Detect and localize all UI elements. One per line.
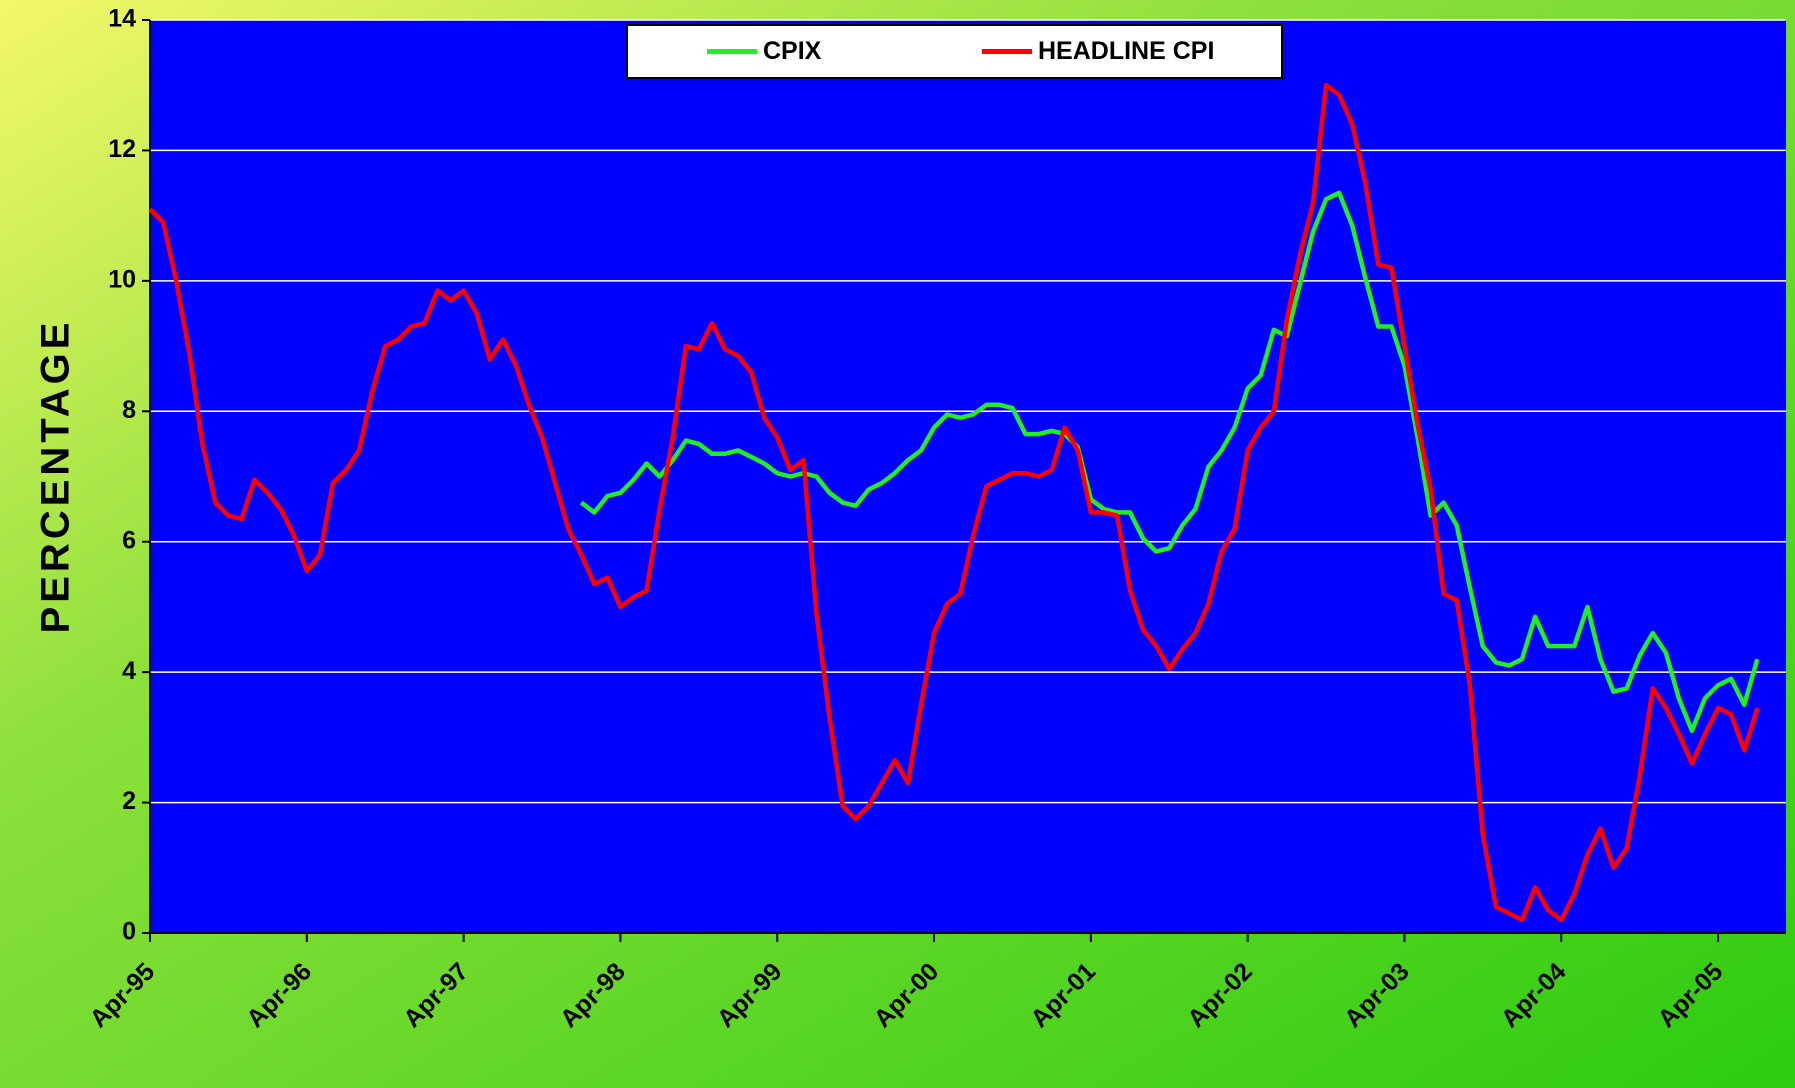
y-tick-label: 8: [122, 396, 136, 424]
series-line: [148, 82, 1760, 923]
y-tick-label: 2: [122, 787, 136, 815]
legend-label: CPIX: [763, 37, 822, 65]
y-tick-label: 10: [108, 265, 136, 293]
y-tick-label: 6: [122, 526, 136, 554]
y-tick-label: 4: [122, 657, 136, 685]
series-line: [579, 190, 1760, 734]
y-tick-label: 14: [108, 5, 136, 33]
y-tick-label: 0: [122, 918, 136, 946]
legend-label: HEADLINE CPI: [1038, 37, 1214, 65]
plot-area: [150, 20, 1786, 933]
y-tick-label: 12: [108, 135, 136, 163]
y-axis-label: PERCENTAGE: [34, 319, 78, 634]
